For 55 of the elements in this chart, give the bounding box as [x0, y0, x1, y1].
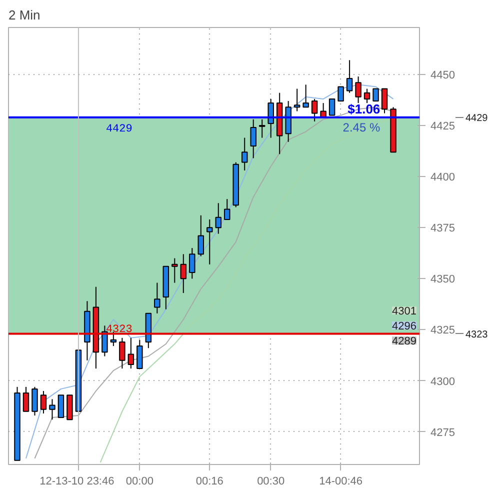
candlestick [355, 76, 362, 104]
candlestick [346, 60, 353, 94]
x-tick-label: 00:16 [196, 476, 224, 488]
candlestick [128, 337, 134, 370]
y-tick-label: 4425 [430, 120, 455, 133]
candlestick [119, 337, 126, 370]
candlestick [154, 282, 160, 314]
candlestick [364, 88, 370, 104]
x-tick-label: 00:30 [257, 476, 285, 488]
candlestick [250, 118, 256, 159]
annotation: 4296 [392, 320, 417, 332]
candlestick [381, 88, 388, 114]
ref-line-label: 4429 [106, 123, 132, 136]
candlestick [102, 325, 108, 357]
candlestick [136, 339, 143, 370]
candlestick [180, 254, 187, 294]
ref-line-label: 4323 [106, 324, 132, 336]
annotation: 4289 [392, 336, 417, 348]
candlestick [172, 258, 178, 284]
y-tick-label: 4450 [430, 69, 455, 82]
candlestick [328, 98, 336, 116]
x-tick-label: 00:00 [126, 476, 154, 488]
x-tick-label: 14-00:46 [319, 476, 363, 488]
candlestick [198, 214, 204, 257]
candlestick [206, 218, 213, 265]
candlestick [58, 394, 64, 418]
candlestick [189, 248, 196, 280]
y-tick-label: 4325 [430, 324, 455, 337]
candlestick [294, 88, 300, 112]
candlestick [215, 202, 222, 234]
candlestick [110, 331, 117, 347]
candlestick [241, 137, 248, 171]
text: 4429 [466, 112, 488, 124]
x-tick-label: 12-13-10 23:46 [40, 476, 114, 488]
candlestick [49, 398, 56, 420]
candlestick [338, 86, 344, 102]
y-tick-label: 4375 [430, 222, 455, 235]
y-tick-label: 4350 [430, 274, 455, 286]
candlestick [311, 98, 318, 122]
y-tick-label: 4300 [430, 376, 455, 388]
annotation: 4301 [392, 306, 417, 318]
candlestick [32, 386, 38, 416]
candlestick [224, 198, 230, 220]
y-tick-label: 4275 [430, 426, 455, 439]
annotation: 2.45 % [342, 120, 380, 135]
chart-title: 2 Min [8, 8, 40, 22]
candlestick [40, 390, 47, 414]
candlestick [372, 88, 379, 102]
candlestick [258, 118, 266, 138]
candlestick [268, 98, 274, 138]
text: 4323 [466, 329, 488, 340]
candlestick [22, 386, 30, 412]
annotation: $1.06 [348, 102, 380, 117]
candlestick [302, 84, 309, 108]
y-tick-label: 4400 [430, 172, 455, 184]
